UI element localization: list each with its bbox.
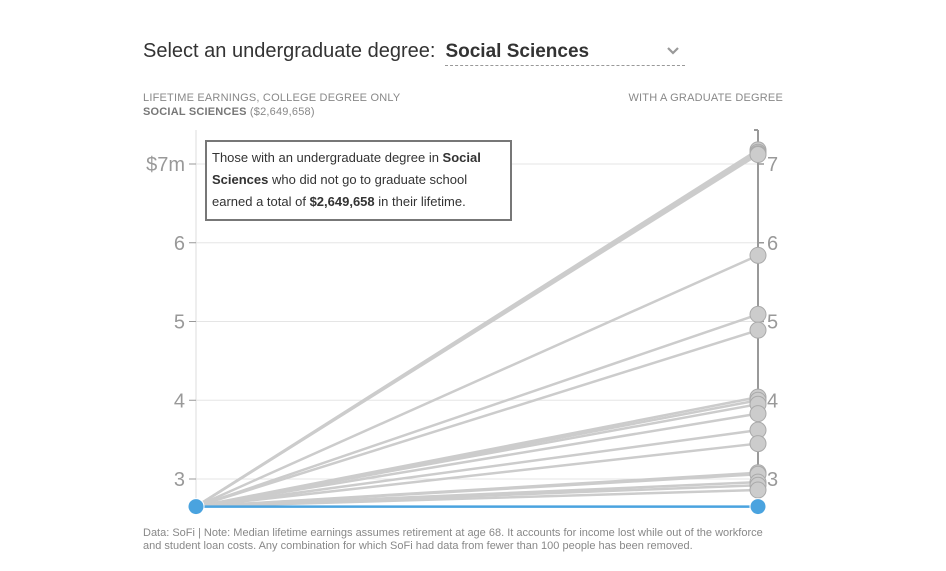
tooltip-amount: $2,649,658 — [309, 194, 375, 209]
left-tick-label: 3 — [174, 469, 185, 491]
series-line — [195, 313, 759, 508]
data-point — [749, 246, 767, 264]
left-header-amount: ($2,649,658) — [249, 106, 315, 118]
left-tick-label: $7m — [146, 154, 185, 176]
data-point — [749, 305, 767, 323]
left-tick-label: 6 — [174, 233, 185, 255]
right-tick-label: 7 — [767, 154, 778, 176]
tooltip-part1: Those with an undergraduate degree in — [212, 150, 443, 165]
series-line — [195, 473, 759, 508]
start-point — [187, 498, 205, 516]
right-header: WITH A GRADUATE DEGREE — [628, 92, 783, 104]
left-header-degree: SOCIAL SCIENCES — [143, 106, 247, 118]
tooltip-degree: Social Sciences — [212, 150, 481, 187]
series-line — [195, 412, 759, 508]
right-tick-label: 5 — [767, 312, 778, 334]
right-tick-label: 6 — [767, 233, 778, 255]
left-header-title: LIFETIME EARNINGS, COLLEGE DEGREE ONLY — [143, 92, 401, 104]
selector-prompt: Select an undergraduate degree: — [143, 40, 436, 62]
degree-selector: Select an undergraduate degree: Social S… — [143, 40, 686, 66]
series-line — [195, 428, 759, 508]
left-tick-label: 5 — [174, 312, 185, 334]
data-point — [749, 146, 767, 164]
series-line — [195, 153, 759, 508]
tooltip-part2: who did not go to graduate school earned… — [212, 172, 468, 209]
left-header-subtitle: SOCIAL SCIENCES ($2,649,658) — [143, 106, 400, 118]
chevron-down-icon — [667, 47, 680, 55]
series-line — [195, 442, 759, 508]
series-line — [195, 488, 759, 508]
footnote: Data: SoFi | Note: Median lifetime earni… — [143, 527, 763, 552]
left-header: LIFETIME EARNINGS, COLLEGE DEGREE ONLY S… — [143, 92, 400, 118]
right-tick-label: 4 — [767, 390, 778, 412]
left-tick-label: 4 — [174, 390, 185, 412]
right-tick-label: 3 — [767, 469, 778, 491]
data-point — [749, 321, 767, 339]
series-line — [195, 254, 759, 508]
highlight-end-point — [749, 498, 767, 516]
tooltip-part3: in their lifetime. — [374, 194, 466, 209]
series-line — [195, 328, 759, 508]
data-point — [749, 435, 767, 453]
series-line — [195, 402, 759, 508]
data-point — [749, 405, 767, 423]
selected-degree: Social Sciences — [445, 41, 590, 62]
tooltip: Those with an undergraduate degree in So… — [205, 140, 512, 221]
data-point — [749, 481, 767, 499]
degree-select[interactable]: Social Sciences — [445, 41, 686, 66]
